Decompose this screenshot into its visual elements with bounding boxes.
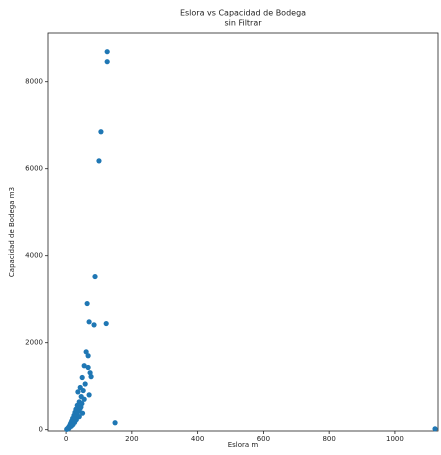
chart-subtitle: sin Filtrar bbox=[224, 19, 262, 28]
point bbox=[83, 349, 89, 355]
y-tick-label: 4000 bbox=[25, 252, 43, 260]
point bbox=[85, 364, 91, 371]
x-tick-label: 800 bbox=[322, 435, 335, 443]
chart-title: Eslora vs Capacidad de Bodega bbox=[180, 9, 306, 18]
point bbox=[112, 420, 118, 426]
point bbox=[82, 381, 88, 387]
point bbox=[85, 353, 91, 359]
point bbox=[88, 374, 94, 380]
point bbox=[79, 374, 85, 381]
y-tick-label: 0 bbox=[39, 426, 43, 434]
x-tick-label: 200 bbox=[125, 435, 138, 443]
point bbox=[104, 59, 110, 65]
x-tick-label: 1000 bbox=[386, 435, 404, 443]
point bbox=[84, 300, 90, 307]
x-tick-label: 400 bbox=[191, 435, 204, 443]
point bbox=[91, 322, 97, 328]
point bbox=[81, 363, 87, 369]
point bbox=[78, 404, 84, 410]
y-tick-label: 6000 bbox=[25, 165, 43, 173]
point bbox=[86, 392, 92, 398]
x-tick-label: 600 bbox=[257, 435, 270, 443]
point bbox=[79, 410, 86, 416]
point bbox=[98, 129, 104, 135]
point bbox=[104, 49, 110, 55]
point bbox=[86, 319, 92, 325]
point bbox=[65, 426, 71, 432]
y-tick-label: 2000 bbox=[25, 339, 43, 347]
point bbox=[432, 426, 438, 432]
point bbox=[81, 396, 87, 402]
point bbox=[87, 370, 93, 376]
point bbox=[103, 320, 109, 327]
x-axis-label: Eslora m bbox=[228, 441, 259, 449]
y-tick-label: 8000 bbox=[25, 78, 43, 86]
point bbox=[92, 273, 98, 280]
point bbox=[75, 389, 81, 395]
point bbox=[80, 387, 86, 394]
point bbox=[96, 158, 102, 164]
plot-frame bbox=[47, 32, 439, 432]
x-tick-label: 0 bbox=[64, 435, 68, 443]
y-axis-label: Capacidad de Bodega m3 bbox=[8, 187, 16, 277]
